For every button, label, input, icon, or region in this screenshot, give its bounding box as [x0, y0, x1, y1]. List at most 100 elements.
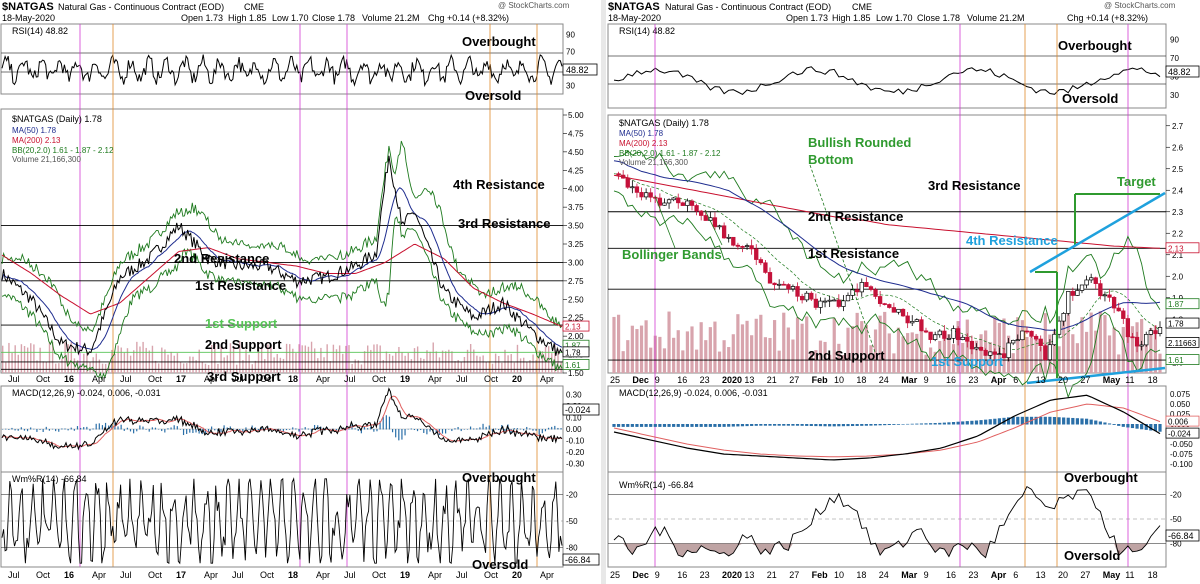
right-volume-bar — [626, 340, 630, 373]
left-macd-hist-bar — [2, 429, 4, 430]
right-candle-body — [639, 192, 644, 198]
left-res1-label: 1st Resistance — [195, 278, 286, 293]
right-macd-hist-bar — [942, 422, 946, 425]
right-x-label: 9 — [655, 570, 660, 580]
right-volume-bar — [1153, 325, 1158, 373]
right-macd-hist-bar — [965, 421, 969, 425]
left-x-label: 20 — [512, 570, 522, 580]
left-sup2-label: 2nd Support — [205, 337, 282, 352]
left-macd-hist-bar — [89, 429, 91, 431]
left-macd-hist-bar — [385, 415, 387, 430]
left-price-tick-label: 2.75 — [568, 277, 584, 286]
left-macd-hist-bar — [560, 428, 562, 430]
left-macd-tick-label: 0.30 — [566, 391, 582, 400]
right-candle-body — [850, 289, 855, 296]
left-macd-hist-bar — [451, 429, 453, 432]
left-volume-bar — [5, 362, 7, 373]
left-volume-bar — [367, 345, 369, 373]
right-x-label: 23 — [968, 570, 978, 580]
left-macd-hist-bar — [360, 429, 362, 434]
left-macd-hist-bar — [304, 427, 306, 430]
left-macd-hist-bar — [126, 427, 128, 430]
left-price-panel — [0, 108, 564, 374]
right-candle-body — [648, 192, 653, 198]
left-x-label: Oct — [36, 374, 51, 384]
left-x-label: Oct — [372, 570, 387, 580]
right-macd-hist-bar — [837, 424, 841, 427]
right-macd-tick-label: -0.050 — [1170, 440, 1193, 449]
left-volume-bar — [120, 347, 122, 373]
right-candle-body — [744, 245, 750, 247]
left-volume-bar — [282, 358, 285, 373]
right-volume-bar — [658, 336, 662, 373]
right-volume-bar — [855, 312, 859, 373]
right-macd-hist-bar — [681, 424, 685, 427]
right-res2-label: 2nd Resistance — [808, 209, 903, 224]
right-macd-hist-bar — [1080, 418, 1084, 425]
right-candle-body — [1033, 336, 1039, 340]
left-x-label: Oct — [484, 374, 499, 384]
left-macd-hist-bar — [473, 428, 475, 430]
left-rsi-tick-label: 70 — [566, 48, 575, 57]
left-macd-hist-bar — [354, 428, 356, 430]
right-macd-tick-label: 0.025 — [1170, 410, 1191, 419]
left-price-tick-label: 2.50 — [568, 295, 584, 304]
left-volume-bar — [79, 364, 82, 373]
left-price-value-box — [562, 358, 590, 370]
right-candle-body — [1047, 344, 1053, 361]
left-volume-bar — [95, 353, 97, 373]
right-x-label: 24 — [879, 570, 889, 580]
right-candle-body — [763, 262, 768, 273]
right-rsi-legend: RSI(14) 48.82 — [619, 26, 675, 36]
left-volume-bar — [242, 360, 244, 373]
right-candle-body — [955, 328, 961, 341]
left-x-label: Jul — [8, 570, 20, 580]
right-candle-body — [1139, 344, 1144, 347]
right-volume-bar — [956, 321, 960, 373]
left-macd-hist-bar — [469, 426, 472, 430]
left-volume-bar — [161, 347, 163, 373]
left-macd-hist-bar — [335, 429, 338, 431]
right-volume-bar — [1098, 311, 1102, 373]
right-macd-hist-bar — [1126, 424, 1130, 428]
left-volume-bar — [501, 362, 503, 373]
right-macd-hist-bar — [947, 422, 951, 425]
left-volume-bar — [83, 353, 85, 373]
right-macd-hist-bar — [1006, 417, 1011, 425]
left-volume-bar — [345, 345, 347, 373]
left-volume-bar — [532, 354, 534, 373]
right-volume-bar — [786, 327, 790, 373]
right-volume-bar — [612, 316, 616, 373]
left-macd-hist-bar — [67, 429, 69, 431]
left-macd-tick-label: 0.10 — [566, 414, 582, 423]
right-candle-body — [937, 330, 942, 336]
left-volume-bar — [248, 354, 250, 373]
right-macd-hist-bar — [1034, 416, 1038, 425]
right-macd-hist-bar — [1135, 424, 1139, 429]
right-candle-body — [754, 248, 759, 260]
left-volume-bar — [557, 348, 559, 373]
right-candle-body — [1079, 284, 1085, 291]
right-rsi-tick-label: 90 — [1170, 35, 1179, 44]
right-willr-line — [613, 485, 1161, 559]
left-x-label: Apr — [540, 570, 554, 580]
left-volume-bar — [376, 344, 378, 373]
right-volume-bar — [736, 314, 740, 373]
left-macd-hist-bar — [98, 423, 100, 430]
left-macd-hist-bar — [448, 429, 450, 430]
left-macd-hist-bar — [76, 426, 79, 430]
left-macd-hist-bar — [279, 429, 281, 432]
left-macd-hist-bar — [117, 426, 119, 430]
right-x-label: Mar — [901, 375, 918, 385]
left-macd-hist-bar — [547, 427, 550, 430]
right-macd-hist-bar — [644, 424, 648, 427]
right-chart: $NATGAS Natural Gas - Continuous Contrac… — [607, 1, 1200, 580]
left-willr-tick-label: -20 — [566, 491, 578, 500]
right-volume-bar — [951, 344, 956, 373]
left-macd-hist-bar — [401, 429, 403, 440]
right-bb-lower — [613, 190, 1161, 399]
right-volume-bar — [850, 326, 855, 373]
left-volume-bar — [26, 347, 29, 373]
left-volume-bar — [448, 349, 450, 373]
right-macd-hist-bar — [685, 424, 690, 427]
